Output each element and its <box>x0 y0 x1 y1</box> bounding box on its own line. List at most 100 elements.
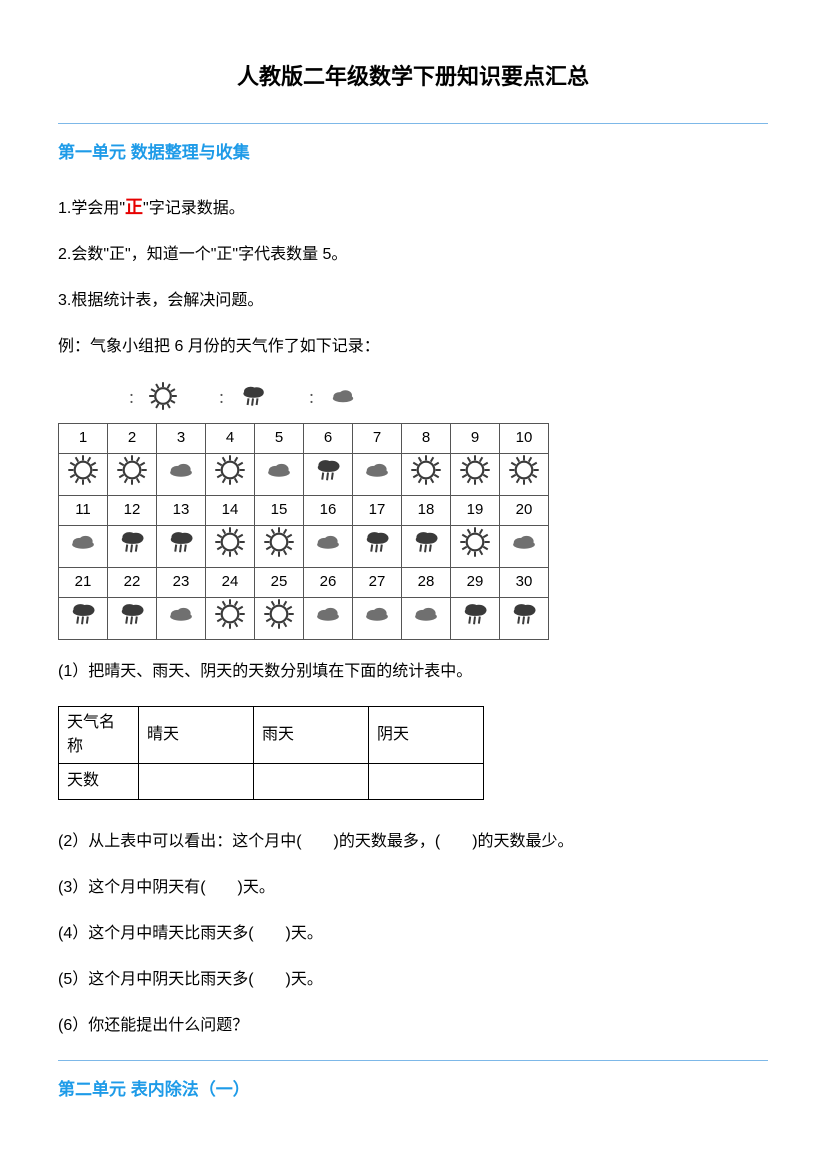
weather-legend: ： ： ： <box>128 381 768 417</box>
rain-icon <box>500 597 549 639</box>
calendar-icon-row <box>59 525 549 567</box>
calendar-day-cell: 19 <box>451 495 500 525</box>
answer-table: 天气名称 晴天 雨天 阴天 天数 <box>58 706 484 800</box>
legend-rainy: ： <box>218 381 268 417</box>
calendar-day-cell: 17 <box>353 495 402 525</box>
cloud-icon <box>59 525 108 567</box>
legend-sep: ： <box>218 388 232 409</box>
calendar-day-cell: 15 <box>255 495 304 525</box>
calendar-day-cell: 8 <box>402 423 451 453</box>
sun-icon <box>206 525 255 567</box>
table-cell[interactable] <box>369 763 484 799</box>
calendar-day-cell: 26 <box>304 567 353 597</box>
cloud-icon <box>255 453 304 495</box>
calendar-day-cell: 27 <box>353 567 402 597</box>
zheng-char: 正 <box>125 197 143 217</box>
cloud-icon <box>157 597 206 639</box>
calendar-day-cell: 10 <box>500 423 549 453</box>
rain-icon <box>451 597 500 639</box>
calendar-day-cell: 1 <box>59 423 108 453</box>
calendar-day-cell: 28 <box>402 567 451 597</box>
legend-sep: ： <box>308 388 322 409</box>
calendar-day-cell: 12 <box>108 495 157 525</box>
sun-icon <box>255 525 304 567</box>
legend-sunny: ： <box>128 381 178 417</box>
calendar-day-cell: 23 <box>157 567 206 597</box>
table-cell: 晴天 <box>139 706 254 763</box>
table-cell: 雨天 <box>254 706 369 763</box>
cloud-icon <box>353 453 402 495</box>
calendar-day-row: 21222324252627282930 <box>59 567 549 597</box>
table-cell: 阴天 <box>369 706 484 763</box>
calendar-day-cell: 2 <box>108 423 157 453</box>
calendar-day-cell: 20 <box>500 495 549 525</box>
table-cell[interactable] <box>254 763 369 799</box>
calendar-day-cell: 6 <box>304 423 353 453</box>
calendar-day-cell: 5 <box>255 423 304 453</box>
calendar-day-cell: 3 <box>157 423 206 453</box>
rain-icon <box>108 597 157 639</box>
cloud-icon <box>328 381 358 417</box>
cloud-icon <box>353 597 402 639</box>
cloud-icon <box>304 525 353 567</box>
sun-icon <box>500 453 549 495</box>
divider <box>58 1060 768 1061</box>
unit2-heading: 第二单元 表内除法（一） <box>58 1077 768 1103</box>
sun-icon <box>255 597 304 639</box>
legend-sep: ： <box>128 388 142 409</box>
question-5: (5）这个月中阴天比雨天多( )天。 <box>58 968 768 992</box>
calendar-day-cell: 29 <box>451 567 500 597</box>
sun-icon <box>59 453 108 495</box>
rain-icon <box>304 453 353 495</box>
rain-icon <box>238 381 268 417</box>
calendar-day-cell: 9 <box>451 423 500 453</box>
question-1: (1）把晴天、雨天、阴天的天数分别填在下面的统计表中。 <box>58 660 768 684</box>
table-cell: 天气名称 <box>59 706 139 763</box>
sun-icon <box>148 381 178 417</box>
sun-icon <box>402 453 451 495</box>
sun-icon <box>108 453 157 495</box>
sun-icon <box>451 525 500 567</box>
page-title: 人教版二年级数学下册知识要点汇总 <box>58 60 768 93</box>
calendar-day-cell: 21 <box>59 567 108 597</box>
rain-icon <box>353 525 402 567</box>
rain-icon <box>157 525 206 567</box>
table-cell: 天数 <box>59 763 139 799</box>
sun-icon <box>451 453 500 495</box>
calendar-day-row: 11121314151617181920 <box>59 495 549 525</box>
calendar-day-cell: 22 <box>108 567 157 597</box>
p1-prefix: 1.学会用" <box>58 200 125 217</box>
calendar-day-cell: 11 <box>59 495 108 525</box>
example-intro: 例：气象小组把 6 月份的天气作了如下记录： <box>58 335 768 359</box>
cloud-icon <box>157 453 206 495</box>
question-3: (3）这个月中阴天有( )天。 <box>58 876 768 900</box>
table-row: 天数 <box>59 763 484 799</box>
rain-icon <box>108 525 157 567</box>
unit1-heading: 第一单元 数据整理与收集 <box>58 140 768 166</box>
calendar-day-cell: 16 <box>304 495 353 525</box>
calendar-day-row: 12345678910 <box>59 423 549 453</box>
divider <box>58 123 768 124</box>
table-row: 天气名称 晴天 雨天 阴天 <box>59 706 484 763</box>
sun-icon <box>206 453 255 495</box>
p1-suffix: "字记录数据。 <box>143 200 245 217</box>
weather-calendar: 1234567891011121314151617181920212223242… <box>58 423 549 640</box>
table-cell[interactable] <box>139 763 254 799</box>
calendar-icon-row <box>59 597 549 639</box>
rain-icon <box>402 525 451 567</box>
calendar-day-cell: 14 <box>206 495 255 525</box>
cloud-icon <box>402 597 451 639</box>
question-2: (2）从上表中可以看出：这个月中( )的天数最多，( )的天数最少。 <box>58 830 768 854</box>
calendar-icon-row <box>59 453 549 495</box>
cloud-icon <box>304 597 353 639</box>
calendar-day-cell: 13 <box>157 495 206 525</box>
calendar-day-cell: 24 <box>206 567 255 597</box>
unit1-point2: 2.会数"正"，知道一个"正"字代表数量 5。 <box>58 243 768 267</box>
calendar-day-cell: 7 <box>353 423 402 453</box>
rain-icon <box>59 597 108 639</box>
question-4: (4）这个月中晴天比雨天多( )天。 <box>58 922 768 946</box>
calendar-day-cell: 30 <box>500 567 549 597</box>
calendar-day-cell: 25 <box>255 567 304 597</box>
calendar-day-cell: 4 <box>206 423 255 453</box>
legend-cloudy: ： <box>308 381 358 417</box>
